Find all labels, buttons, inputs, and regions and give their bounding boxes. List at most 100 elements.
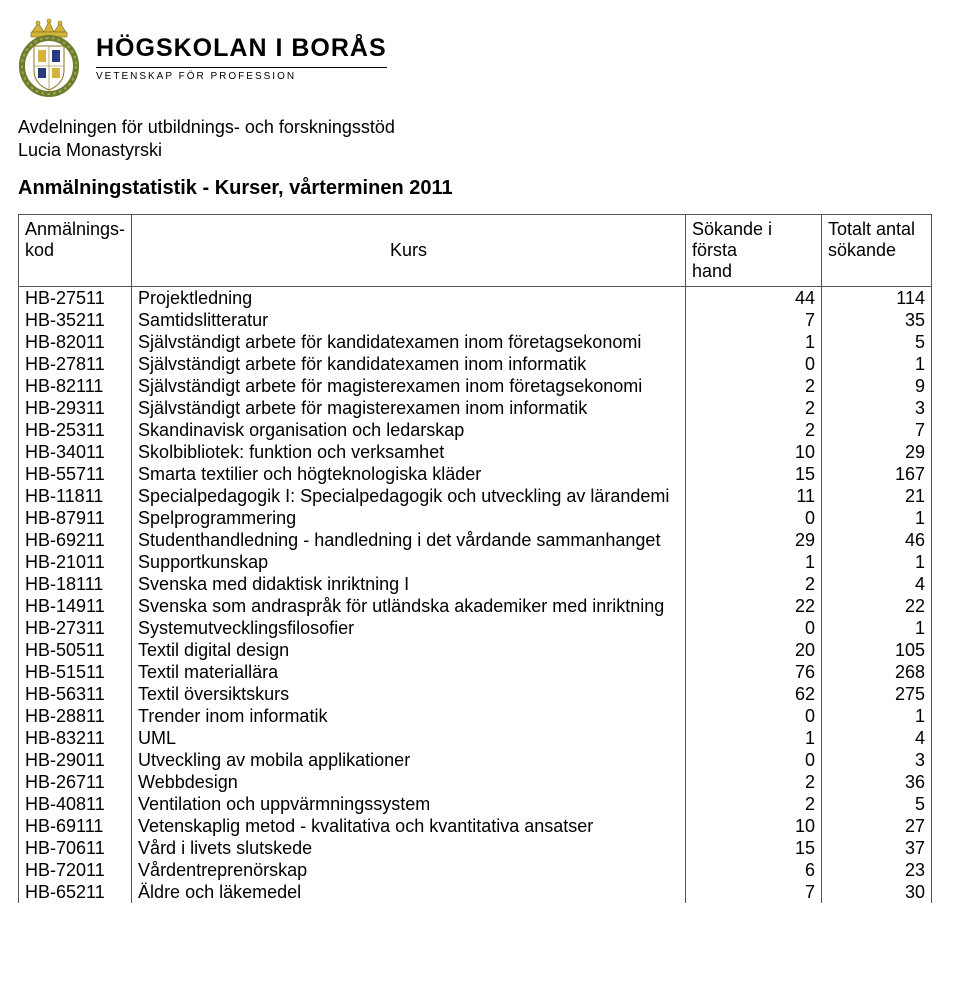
cell-kurs: Textil översiktskurs [132,683,686,705]
col-header-total-line1: Totalt antal [828,219,915,239]
table-row: HB-34011Skolbibliotek: funktion och verk… [19,441,932,463]
cell-code: HB-27811 [19,353,132,375]
cell-code: HB-25311 [19,419,132,441]
table-row: HB-27511Projektledning44114 [19,287,932,310]
cell-first-hand: 1 [686,331,822,353]
cell-first-hand: 7 [686,881,822,903]
cell-code: HB-50511 [19,639,132,661]
page: HÖGSKOLAN I BORÅS VETENSKAP FÖR PROFESSI… [0,0,960,983]
cell-total: 3 [822,749,932,771]
col-header-code-line1: Anmälnings- [25,219,125,239]
cell-kurs: Vetenskaplig metod - kvalitativa och kva… [132,815,686,837]
cell-first-hand: 0 [686,617,822,639]
meta-line-department: Avdelningen för utbildnings- och forskni… [18,116,932,139]
table-row: HB-25311Skandinavisk organisation och le… [19,419,932,441]
cell-total: 105 [822,639,932,661]
cell-kurs: Specialpedagogik I: Specialpedagogik och… [132,485,686,507]
cell-total: 46 [822,529,932,551]
cell-total: 1 [822,353,932,375]
cell-code: HB-82011 [19,331,132,353]
cell-first-hand: 29 [686,529,822,551]
cell-total: 5 [822,331,932,353]
cell-kurs: Svenska med didaktisk inriktning I [132,573,686,595]
cell-kurs: Självständigt arbete för kandidatexamen … [132,353,686,375]
cell-total: 35 [822,309,932,331]
col-header-first-line2: hand [692,261,732,281]
cell-kurs: Äldre och läkemedel [132,881,686,903]
cell-code: HB-40811 [19,793,132,815]
table-row: HB-28811Trender inom informatik01 [19,705,932,727]
cell-first-hand: 10 [686,815,822,837]
cell-code: HB-26711 [19,771,132,793]
table-row: HB-35211Samtidslitteratur735 [19,309,932,331]
cell-total: 7 [822,419,932,441]
table-row: HB-72011Vårdentreprenörskap623 [19,859,932,881]
cell-kurs: UML [132,727,686,749]
university-crest-icon [18,18,80,98]
cell-code: HB-34011 [19,441,132,463]
cell-first-hand: 20 [686,639,822,661]
cell-kurs: Skolbibliotek: funktion och verksamhet [132,441,686,463]
cell-total: 5 [822,793,932,815]
cell-first-hand: 2 [686,573,822,595]
cell-kurs: Smarta textilier och högteknologiska klä… [132,463,686,485]
cell-total: 9 [822,375,932,397]
cell-total: 4 [822,573,932,595]
cell-total: 22 [822,595,932,617]
col-header-total-line2: sökande [828,240,896,260]
cell-code: HB-27311 [19,617,132,639]
cell-kurs: Webbdesign [132,771,686,793]
table-row: HB-21011Supportkunskap11 [19,551,932,573]
cell-kurs: Utveckling av mobila applikationer [132,749,686,771]
table-row: HB-87911Spelprogrammering01 [19,507,932,529]
meta-line-author: Lucia Monastyrski [18,139,932,162]
cell-code: HB-70611 [19,837,132,859]
cell-code: HB-51511 [19,661,132,683]
cell-total: 36 [822,771,932,793]
table-row: HB-51511Textil materiallära76268 [19,661,932,683]
cell-kurs: Självständigt arbete för kandidatexamen … [132,331,686,353]
table-row: HB-18111Svenska med didaktisk inriktning… [19,573,932,595]
cell-total: 1 [822,507,932,529]
cell-code: HB-87911 [19,507,132,529]
cell-code: HB-14911 [19,595,132,617]
table-body: HB-27511Projektledning44114HB-35211Samti… [19,287,932,904]
cell-total: 167 [822,463,932,485]
cell-first-hand: 22 [686,595,822,617]
cell-first-hand: 2 [686,419,822,441]
cell-first-hand: 10 [686,441,822,463]
cell-code: HB-69211 [19,529,132,551]
table-header: Anmälnings- kod Kurs Sökande i första ha… [19,215,932,287]
cell-code: HB-72011 [19,859,132,881]
cell-code: HB-29011 [19,749,132,771]
cell-total: 37 [822,837,932,859]
cell-code: HB-55711 [19,463,132,485]
cell-kurs: Projektledning [132,287,686,310]
cell-first-hand: 7 [686,309,822,331]
cell-first-hand: 2 [686,375,822,397]
cell-first-hand: 0 [686,507,822,529]
wordmark-main: HÖGSKOLAN I BORÅS [96,34,387,63]
cell-first-hand: 15 [686,463,822,485]
col-header-first: Sökande i första hand [686,215,822,287]
cell-code: HB-82111 [19,375,132,397]
cell-total: 1 [822,705,932,727]
cell-total: 23 [822,859,932,881]
table-row: HB-82111Självständigt arbete för magiste… [19,375,932,397]
cell-code: HB-28811 [19,705,132,727]
cell-kurs: Studenthandledning - handledning i det v… [132,529,686,551]
header: HÖGSKOLAN I BORÅS VETENSKAP FÖR PROFESSI… [18,18,932,98]
cell-total: 114 [822,287,932,310]
cell-kurs: Systemutvecklingsfilosofier [132,617,686,639]
cell-first-hand: 44 [686,287,822,310]
table-row: HB-82011Självständigt arbete för kandida… [19,331,932,353]
cell-total: 275 [822,683,932,705]
wordmark-rule [96,67,387,68]
cell-total: 4 [822,727,932,749]
table-row: HB-65211Äldre och läkemedel730 [19,881,932,903]
table-row: HB-55711Smarta textilier och högteknolog… [19,463,932,485]
cell-kurs: Spelprogrammering [132,507,686,529]
cell-first-hand: 11 [686,485,822,507]
cell-kurs: Vård i livets slutskede [132,837,686,859]
cell-first-hand: 2 [686,771,822,793]
